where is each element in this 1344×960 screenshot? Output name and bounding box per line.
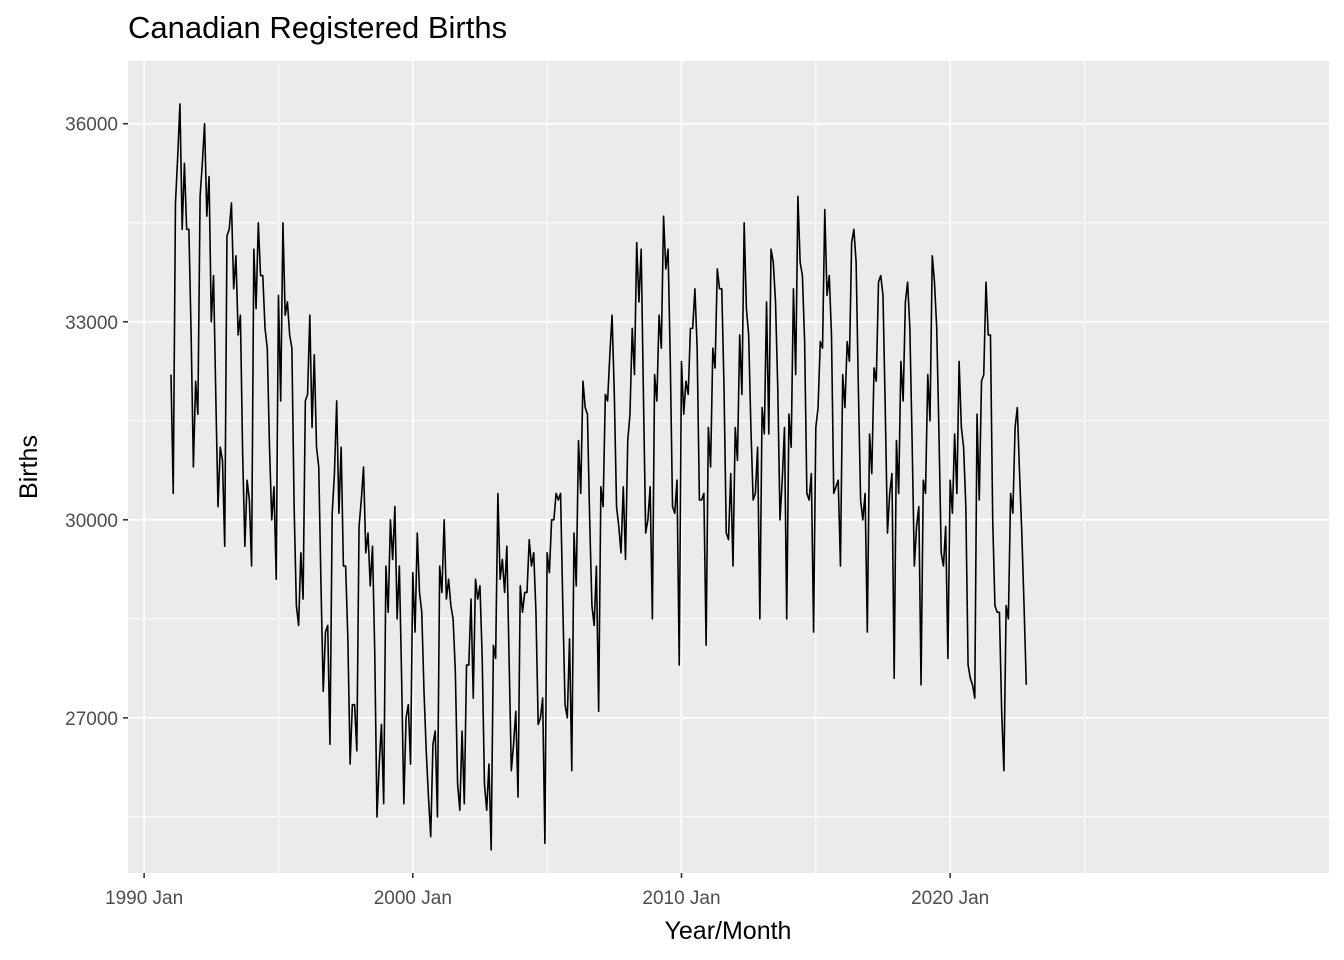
x-tick-label: 2010 Jan: [642, 888, 720, 909]
y-tick-label: 36000: [65, 115, 118, 136]
x-tick-label: 2020 Jan: [911, 888, 989, 909]
x-axis-title: Year/Month: [665, 917, 792, 945]
y-tick-label: 33000: [65, 313, 118, 334]
y-tick-label: 27000: [65, 709, 118, 730]
plot-panel: [128, 61, 1329, 873]
x-tick-label: 2000 Jan: [374, 888, 452, 909]
births-series-line: [170, 103, 1028, 851]
chart-title: Canadian Registered Births: [128, 10, 508, 45]
y-tick-label: 30000: [65, 511, 118, 532]
y-axis-ticks: 27000 30000 33000 36000: [65, 115, 128, 730]
y-axis-title: Births: [15, 435, 43, 499]
x-tick-label: 1990 Jan: [105, 888, 183, 909]
x-axis-ticks: 1990 Jan 2000 Jan 2010 Jan 2020 Jan: [105, 873, 989, 909]
